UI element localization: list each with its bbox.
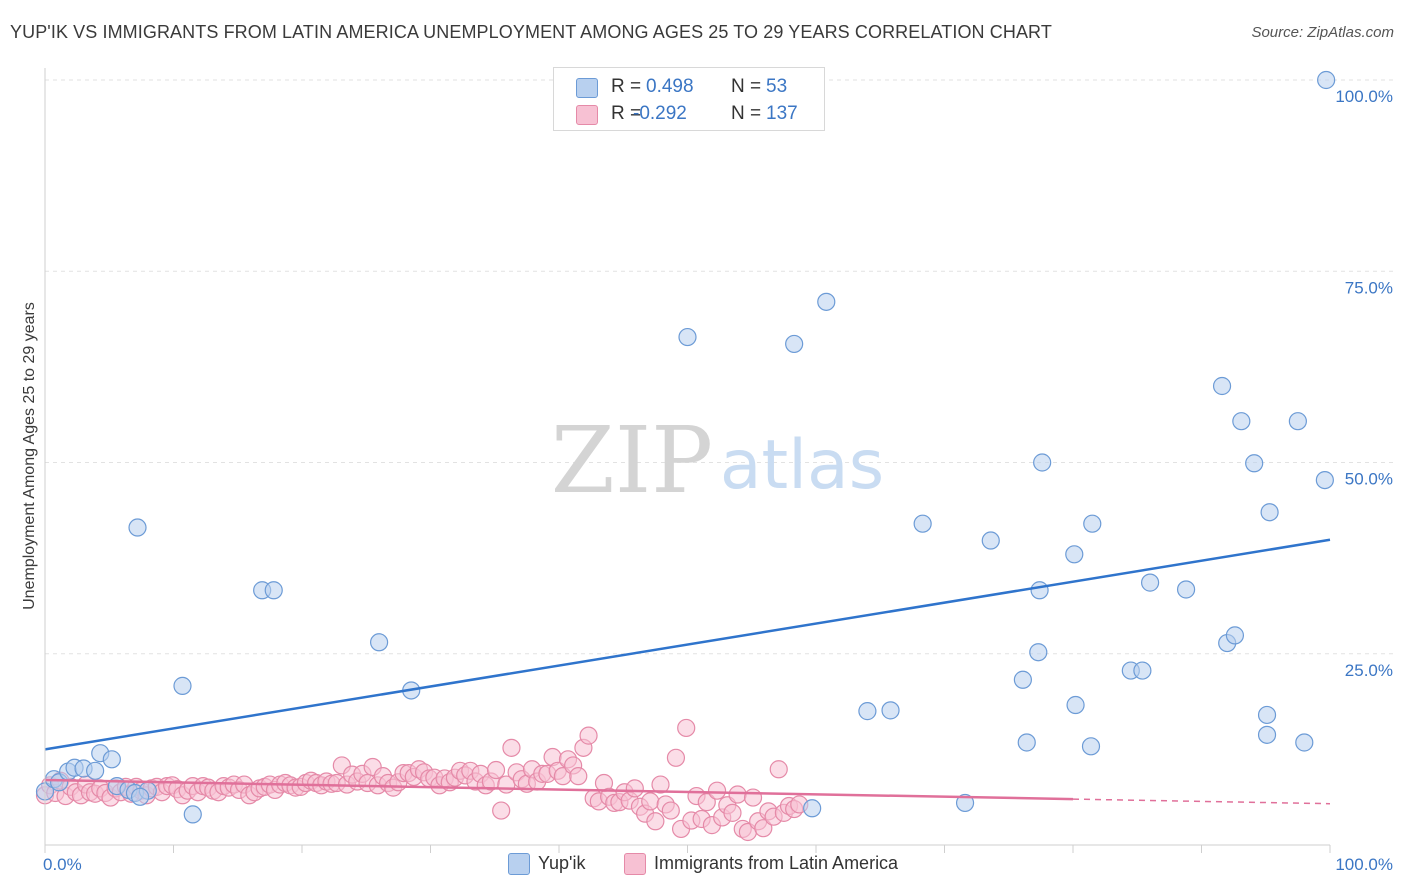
yupik-point (370, 633, 389, 652)
yupik-point (1245, 454, 1264, 473)
legend-r-value: -0.292 (633, 103, 687, 124)
yupik-point (1033, 453, 1052, 472)
legend-swatch-immigrants (576, 105, 598, 125)
immigrants-point (677, 718, 696, 738)
yupik-point (858, 702, 877, 721)
yupik-point (1232, 412, 1251, 431)
yupik-point (1133, 661, 1152, 680)
chart-title: YUP'IK VS IMMIGRANTS FROM LATIN AMERICA … (10, 22, 1052, 42)
immigrants-point (625, 779, 644, 798)
immigrants-trend-extension (1072, 798, 1331, 805)
yupik-point (183, 805, 202, 824)
immigrants-trend-line (44, 778, 1074, 801)
legend-swatch-yupik (576, 78, 598, 98)
grid (45, 79, 1395, 655)
yupik-point (1315, 470, 1334, 490)
yupik-point (1260, 503, 1279, 522)
watermark: ZIP atlas (551, 407, 884, 514)
immigrants-point (661, 801, 680, 820)
axes: 100.0% 75.0% 50.0% 25.0% 0.0% 100.0% (43, 68, 1393, 874)
legend-n-label: N = (731, 103, 762, 124)
immigrants-point (492, 801, 511, 820)
yupik-point (785, 334, 804, 354)
yupik-point (86, 761, 105, 780)
legend-r-label: R = (611, 103, 642, 124)
immigrants-point (579, 726, 598, 745)
watermark-atlas: atlas (720, 426, 884, 505)
y-tick-label: 25.0% (1345, 661, 1393, 680)
y-axis-label: Unemployment Among Ages 25 to 29 years (21, 302, 38, 610)
yupik-point (1140, 573, 1160, 592)
yupik-point (678, 327, 697, 347)
immigrants-point (697, 793, 716, 812)
yupik-point (264, 581, 283, 600)
legend-r-label: R = (611, 76, 642, 97)
legend-n-value: 53 (766, 76, 788, 97)
yupik-point (1288, 412, 1307, 431)
yupik-point (1081, 737, 1101, 756)
immigrants-point (723, 803, 742, 822)
y-tick-label: 100.0% (1335, 87, 1393, 106)
immigrants-point (569, 767, 588, 786)
correlation-legend: R = 0.498 N = 53 R = -0.292 N = 137 (553, 67, 825, 131)
source-label: Source: ZipAtlas.com (1251, 24, 1394, 41)
yupik-point (130, 787, 150, 806)
yupik-point (173, 676, 192, 695)
yupik-point (955, 793, 975, 813)
x-tick-label: 100.0% (1335, 855, 1393, 874)
yupik-point (1295, 733, 1314, 752)
legend-r-value: 0.498 (646, 76, 694, 97)
y-tick-label: 75.0% (1345, 278, 1393, 297)
immigrants-point (486, 760, 506, 780)
yupik-point (1083, 514, 1102, 533)
yupik-point (1017, 733, 1036, 752)
yupik-trend-line (44, 538, 1331, 751)
y-tick-label: 50.0% (1345, 470, 1393, 489)
immigrants-point (646, 812, 665, 831)
yupik-point (1176, 580, 1196, 599)
immigrants-point (754, 819, 773, 838)
yupik-point (102, 750, 121, 769)
x-tick-label: 0.0% (43, 855, 82, 874)
bottom-legend-label: Immigrants from Latin America (654, 853, 899, 873)
immigrants-point (728, 785, 747, 804)
bottom-legend-swatch-yupik (508, 853, 530, 875)
immigrants-point (651, 775, 670, 794)
bottom-legend-swatch-immigrants (624, 853, 646, 875)
immigrants-point (502, 738, 521, 757)
immigrants-point (707, 781, 727, 800)
trend-lines (44, 538, 1331, 805)
bottom-legend-label: Yup'ik (538, 853, 586, 873)
yupik-point (817, 292, 836, 311)
yupik-point (1212, 376, 1232, 396)
series-immigrants-points (35, 718, 809, 842)
yupik-point (981, 531, 1000, 550)
legend-n-value: 137 (766, 103, 798, 124)
immigrants-point (743, 788, 763, 807)
legend-n-label: N = (731, 76, 762, 97)
yupik-point (1317, 70, 1336, 90)
yupik-point (1225, 626, 1245, 645)
yupik-point (1030, 581, 1049, 600)
yupik-point (803, 799, 822, 818)
yupik-point (1013, 670, 1032, 689)
yupik-point (1066, 695, 1085, 715)
immigrants-point (769, 760, 788, 779)
yupik-point (913, 514, 932, 533)
yupik-point (1065, 545, 1084, 564)
yupik-point (1257, 705, 1277, 725)
watermark-zip: ZIP (551, 407, 713, 514)
yupik-point (1257, 725, 1277, 744)
immigrants-point (666, 748, 686, 767)
yupik-point (128, 518, 147, 537)
yupik-point (881, 701, 900, 720)
immigrants-point (641, 792, 660, 811)
yupik-point (1029, 643, 1048, 662)
